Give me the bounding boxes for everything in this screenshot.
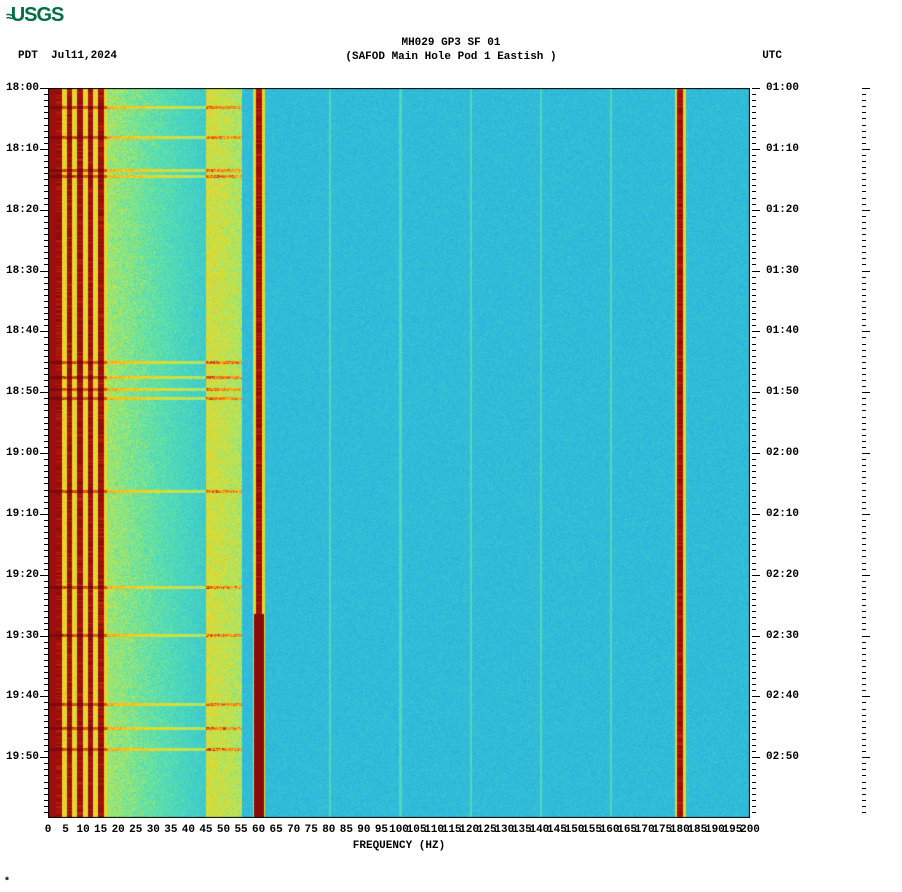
usgs-logo: ≈USGS [6, 4, 63, 27]
y-left-label: 18:10 [6, 143, 39, 155]
y-left-label: 18:00 [6, 82, 39, 94]
x-tick-label: 90 [357, 824, 370, 836]
x-tick-label: 15 [94, 824, 107, 836]
x-tick-label: 50 [217, 824, 230, 836]
y-right-label: 01:40 [766, 325, 799, 337]
x-tick-label: 55 [234, 824, 247, 836]
y-left-label: 19:00 [6, 447, 39, 459]
y-right-label: 01:00 [766, 82, 799, 94]
x-tick-label: 85 [340, 824, 353, 836]
y-right-label: 02:50 [766, 751, 799, 763]
x-tick-label: 75 [305, 824, 318, 836]
x-tick-label: 40 [182, 824, 195, 836]
x-tick-label: 10 [76, 824, 89, 836]
y-left-label: 19:40 [6, 690, 39, 702]
y-right-label: 02:20 [766, 569, 799, 581]
y-right-label: 02:00 [766, 447, 799, 459]
y-left-label: 18:40 [6, 325, 39, 337]
x-tick-label: 60 [252, 824, 265, 836]
title-line1: MH029 GP3 SF 01 [0, 36, 902, 50]
y-axis-right: 01:0001:1001:2001:3001:4001:5002:0002:10… [766, 88, 806, 818]
tick-marks-far-right [862, 88, 870, 818]
y-right-label: 02:30 [766, 630, 799, 642]
x-axis-title: FREQUENCY (HZ) [48, 840, 750, 852]
x-tick-label: 70 [287, 824, 300, 836]
y-left-label: 19:50 [6, 751, 39, 763]
footer-mark: * [4, 877, 10, 888]
y-left-label: 18:20 [6, 204, 39, 216]
x-tick-label: 30 [147, 824, 160, 836]
x-axis: 0510152025303540455055606570758085909510… [48, 822, 750, 842]
y-right-label: 01:30 [766, 265, 799, 277]
x-tick-label: 45 [199, 824, 212, 836]
left-tz-date: PDT Jul11,2024 [18, 50, 117, 62]
y-right-label: 02:10 [766, 508, 799, 520]
tick-marks-right [752, 88, 762, 818]
y-left-label: 19:30 [6, 630, 39, 642]
y-left-label: 18:30 [6, 265, 39, 277]
spectrogram-canvas [48, 88, 750, 818]
x-tick-label: 65 [270, 824, 283, 836]
x-tick-label: 200 [740, 824, 760, 836]
y-left-label: 19:20 [6, 569, 39, 581]
y-left-label: 19:10 [6, 508, 39, 520]
x-tick-label: 80 [322, 824, 335, 836]
x-tick-label: 25 [129, 824, 142, 836]
y-right-label: 02:40 [766, 690, 799, 702]
x-tick-label: 35 [164, 824, 177, 836]
x-tick-label: 5 [62, 824, 69, 836]
x-tick-label: 20 [112, 824, 125, 836]
y-right-label: 01:50 [766, 386, 799, 398]
x-tick-label: 95 [375, 824, 388, 836]
y-right-label: 01:10 [766, 143, 799, 155]
spectrogram-plot [48, 88, 750, 818]
y-right-label: 01:20 [766, 204, 799, 216]
right-tz: UTC [762, 50, 782, 62]
x-tick-label: 0 [45, 824, 52, 836]
y-left-label: 18:50 [6, 386, 39, 398]
